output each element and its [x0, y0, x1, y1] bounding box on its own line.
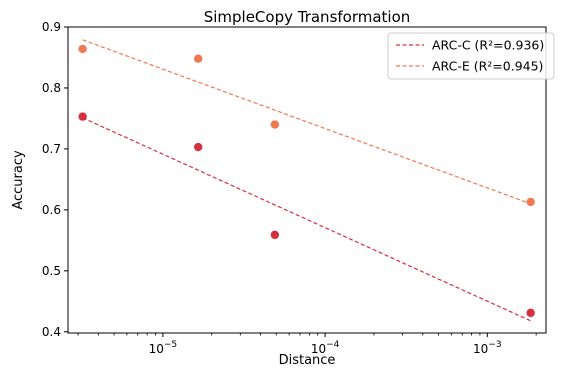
x-tick-label: 10−4: [311, 340, 340, 356]
data-point-arc-e: [78, 44, 87, 54]
y-tick-label: 0.8: [42, 81, 61, 95]
legend-label-arc-e: ARC-E (R²=0.945): [432, 59, 543, 74]
plot-area: 0.4 0.5 0.6 0.7 0.8 0.9 10−5 10−4 10−3: [42, 20, 547, 356]
x-tick-label: 10−3: [473, 340, 502, 356]
data-point-arc-e: [526, 197, 535, 207]
x-tick-label: 10−5: [149, 340, 178, 356]
y-tick-label: 0.4: [42, 325, 61, 339]
fit-line-arc-e: [82, 39, 531, 205]
y-tick-label: 0.5: [42, 264, 61, 278]
legend: ARC-C (R²=0.936) ARC-E (R²=0.945): [387, 32, 555, 80]
x-axis-label: Distance: [279, 353, 336, 368]
legend-box: [387, 32, 555, 80]
data-point-arc-e: [193, 54, 203, 63]
y-tick-label: 0.6: [42, 203, 61, 217]
data-point-arc-c: [193, 142, 203, 152]
y-tick-label: 0.7: [42, 142, 61, 156]
y-tick-label: 0.9: [42, 20, 61, 34]
plot-frame: [67, 26, 547, 334]
y-axis-label: Accuracy: [11, 150, 26, 210]
data-point-arc-c: [78, 112, 87, 121]
chart-title: SimpleCopy Transformation: [204, 8, 411, 26]
data-point-arc-c: [270, 230, 280, 240]
data-point-arc-e: [270, 120, 280, 129]
fit-line-arc-c: [82, 117, 531, 322]
data-point-arc-c: [526, 308, 535, 318]
legend-label-arc-c: ARC-C (R²=0.936): [432, 38, 544, 53]
